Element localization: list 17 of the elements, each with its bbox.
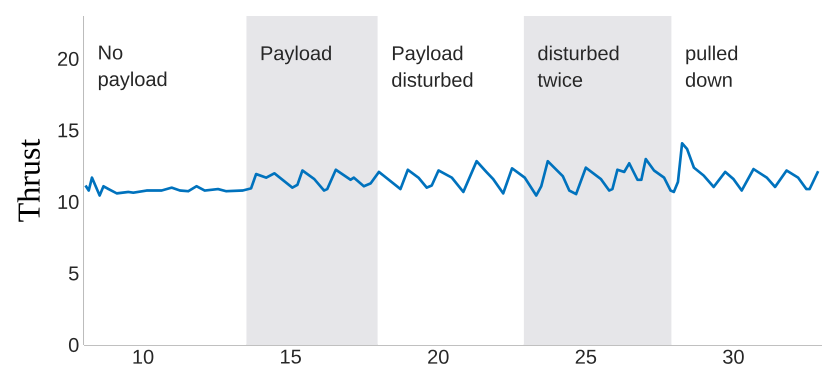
band-label: disturbed twice: [538, 46, 618, 87]
band-label: Payload disturbed: [392, 46, 472, 87]
y-tick-label: 10: [58, 194, 78, 210]
x-tick-label: 20: [428, 350, 449, 364]
band-label: pulled down: [686, 46, 738, 87]
y-tick-label: 15: [58, 123, 78, 138]
x-tick-label: 30: [723, 350, 744, 364]
line-series: [84, 142, 820, 197]
x-tick-label: 10: [133, 350, 154, 364]
x-tick-label: 15: [281, 350, 301, 364]
x-tick-label: 25: [576, 350, 596, 364]
y-axis-title: Thrust: [17, 138, 40, 222]
y-tick-label: 20: [58, 52, 78, 66]
band-label: No payload: [98, 46, 166, 90]
y-tick-label: 5: [68, 266, 78, 280]
band-label: Payload: [262, 46, 331, 64]
y-tick-label: 0: [68, 338, 78, 352]
